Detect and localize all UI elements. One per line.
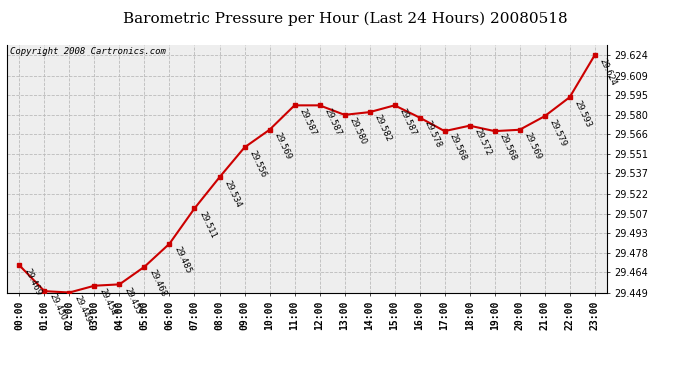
Text: 29.485: 29.485 [172,245,193,275]
Text: 29.468: 29.468 [147,268,168,298]
Text: 29.593: 29.593 [573,99,593,129]
Text: 29.587: 29.587 [397,107,418,137]
Text: Copyright 2008 Cartronics.com: Copyright 2008 Cartronics.com [10,48,166,57]
Text: 29.568: 29.568 [497,132,518,163]
Text: 29.569: 29.569 [273,131,293,161]
Text: 29.582: 29.582 [373,114,393,144]
Text: 29.587: 29.587 [322,107,343,137]
Text: 29.579: 29.579 [547,118,568,148]
Text: 29.450: 29.450 [47,292,68,322]
Text: 29.572: 29.572 [473,127,493,157]
Text: 29.578: 29.578 [422,119,443,149]
Text: 29.569: 29.569 [522,131,543,161]
Text: 29.587: 29.587 [297,107,318,137]
Text: Barometric Pressure per Hour (Last 24 Hours) 20080518: Barometric Pressure per Hour (Last 24 Ho… [123,11,567,26]
Text: 29.469: 29.469 [22,267,43,297]
Text: 29.511: 29.511 [197,210,217,240]
Text: 29.624: 29.624 [598,57,618,87]
Text: 29.580: 29.580 [347,116,368,146]
Text: 29.455: 29.455 [122,286,143,316]
Text: 29.568: 29.568 [447,132,468,163]
Text: 29.454: 29.454 [97,287,117,317]
Text: 29.556: 29.556 [247,149,268,179]
Text: 29.449: 29.449 [72,294,92,324]
Text: 29.534: 29.534 [222,178,243,209]
